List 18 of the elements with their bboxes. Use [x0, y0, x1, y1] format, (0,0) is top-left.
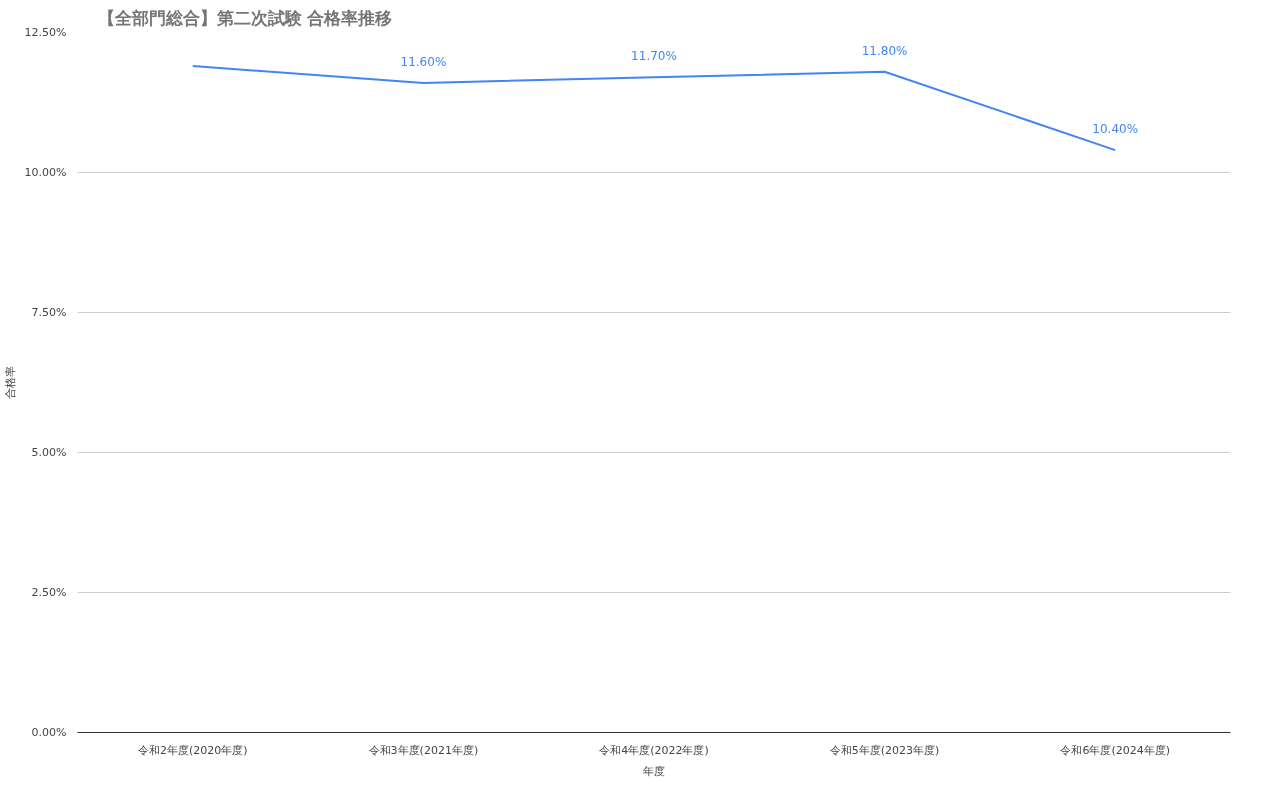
- data-label: 11.70%: [631, 49, 677, 64]
- y-tick-label: 7.50%: [31, 306, 67, 319]
- x-tick-label: 令和4年度(2022年度): [599, 743, 709, 757]
- y-axis-title: 合格率: [3, 366, 17, 399]
- y-tick-label: 2.50%: [31, 586, 67, 599]
- chart-title: 【全部門総合】第二次試験 合格率推移: [97, 7, 393, 28]
- data-label: 10.40%: [1092, 122, 1139, 137]
- x-tick-label: 令和5年度(2023年度): [829, 743, 940, 757]
- x-tick-label: 令和2年度(2020年度): [138, 743, 248, 757]
- y-tick-label: 12.50%: [24, 26, 67, 39]
- data-label: 11.80%: [861, 43, 908, 58]
- y-tick-label: 10.00%: [24, 166, 67, 179]
- data-label: 11.60%: [400, 54, 447, 69]
- x-axis-title: 年度: [643, 764, 665, 778]
- x-tick-label: 令和6年度(2024年度): [1060, 743, 1170, 757]
- y-tick-label: 0.00%: [31, 726, 67, 739]
- y-tick-label: 5.00%: [31, 446, 67, 459]
- x-tick-label: 令和3年度(2021年度): [368, 743, 479, 757]
